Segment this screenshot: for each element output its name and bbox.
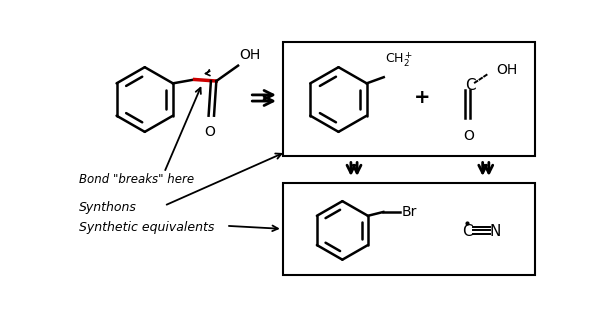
- Text: OH: OH: [239, 48, 261, 62]
- Text: Synthetic equivalents: Synthetic equivalents: [79, 221, 214, 234]
- FancyArrowPatch shape: [205, 70, 210, 76]
- Text: C: C: [462, 224, 472, 240]
- Text: OH: OH: [497, 63, 518, 77]
- Text: +: +: [414, 88, 430, 107]
- Text: O: O: [463, 129, 474, 143]
- Text: CH$_2^+$: CH$_2^+$: [385, 51, 413, 70]
- Text: O: O: [204, 125, 215, 139]
- Text: Br: Br: [402, 205, 418, 219]
- Bar: [283, 183, 535, 275]
- Text: N: N: [490, 224, 501, 240]
- Text: C: C: [465, 78, 476, 93]
- Bar: [283, 42, 535, 156]
- Text: Bond "breaks" here: Bond "breaks" here: [79, 173, 194, 186]
- Text: Synthons: Synthons: [79, 201, 137, 214]
